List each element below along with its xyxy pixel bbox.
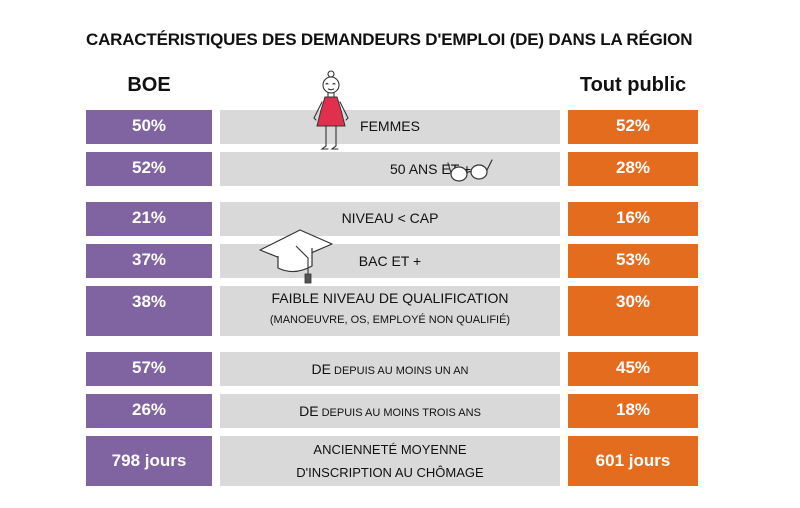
label-cell: NIVEAU < CAP [220,202,560,236]
tout-public-value: 16% [615,208,651,227]
chart-title: CARACTÉRISTIQUES DES DEMANDEURS D'EMPLOI… [86,30,693,49]
boe-cell: 37% [86,244,212,278]
label-cell: 50 ANS ET + [220,152,560,186]
row-label-rest: DEPUIS AU MOINS TROIS ANS [318,407,481,419]
glasses-icon [447,159,493,182]
boe-value: 38% [131,292,167,311]
label-cell: FAIBLE NIVEAU DE QUALIFICATION (MANOEUVR… [220,286,560,336]
tout-public-cell: 52% [568,110,698,144]
boe-cell: 50% [86,110,212,144]
tout-public-cell: 28% [568,152,698,186]
row-label: FEMMES [360,118,420,134]
row-label-prefix: DE [311,361,331,377]
label-cell: FEMMES [220,110,560,144]
table-row-femmes: 50% FEMMES 52% [86,110,698,144]
table-row-un-an: 57% DE DEPUIS AU MOINS UN AN 45% [86,352,698,386]
tout-public-value: 18% [615,400,651,419]
woman-figure-icon [313,70,349,150]
row-label: DE DEPUIS AU MOINS TROIS ANS [220,403,560,419]
table-row-50-ans: 52% 50 ANS ET + 28% [86,152,698,186]
tout-public-cell: 30% [568,286,698,336]
label-cell: ANCIENNETÉ MOYENNE D'INSCRIPTION AU CHÔM… [220,436,560,486]
tout-public-value: 52% [615,116,651,135]
tout-public-value: 28% [615,158,651,177]
row-sublabel: (MANOEUVRE, OS, EMPLOYÉ NON QUALIFIÉ) [269,314,511,326]
tout-public-value: 30% [615,292,651,311]
boe-cell: 798 jours [86,436,212,486]
table-row-anciennete: 798 jours ANCIENNETÉ MOYENNE D'INSCRIPTI… [86,436,698,486]
tout-public-cell: 18% [568,394,698,428]
boe-value: 57% [131,358,167,377]
column-header-boe: BOE [127,74,171,96]
boe-value: 798 jours [111,451,187,470]
tout-public-value: 45% [615,358,651,377]
tout-public-cell: 45% [568,352,698,386]
row-label: BAC ET + [358,253,422,269]
row-label: ANCIENNETÉ MOYENNE [313,442,467,457]
tout-public-cell: 16% [568,202,698,236]
row-label: DE DEPUIS AU MOINS UN AN [220,361,560,377]
boe-value: 37% [131,250,167,269]
row-label: NIVEAU < CAP [341,210,439,226]
row-sublabel: D'INSCRIPTION AU CHÔMAGE [296,465,484,480]
tout-public-cell: 601 jours [568,436,698,486]
boe-value: 21% [131,208,167,227]
boe-cell: 57% [86,352,212,386]
row-label-rest: DEPUIS AU MOINS UN AN [330,365,469,377]
boe-value: 52% [131,158,167,177]
boe-cell: 26% [86,394,212,428]
label-cell: DE DEPUIS AU MOINS UN AN [220,352,560,386]
row-label: FAIBLE NIVEAU DE QUALIFICATION [271,290,509,306]
table-row-trois-ans: 26% DE DEPUIS AU MOINS TROIS ANS 18% [86,394,698,428]
table-row-qualification: 38% FAIBLE NIVEAU DE QUALIFICATION (MANO… [86,286,698,336]
tout-public-cell: 53% [568,244,698,278]
row-label-prefix: DE [299,403,319,419]
table-row-niveau-cap: 21% NIVEAU < CAP 16% [86,202,698,236]
boe-value: 26% [131,400,167,419]
label-cell: DE DEPUIS AU MOINS TROIS ANS [220,394,560,428]
boe-cell: 52% [86,152,212,186]
column-header-tout-public: Tout public [579,74,687,96]
boe-cell: 21% [86,202,212,236]
boe-value: 50% [131,116,167,135]
tout-public-value: 601 jours [595,451,671,470]
table-row-bac: 37% BAC ET + 53% [86,244,698,278]
boe-cell: 38% [86,286,212,336]
tout-public-value: 53% [615,250,651,269]
graduation-cap-icon [259,229,333,284]
